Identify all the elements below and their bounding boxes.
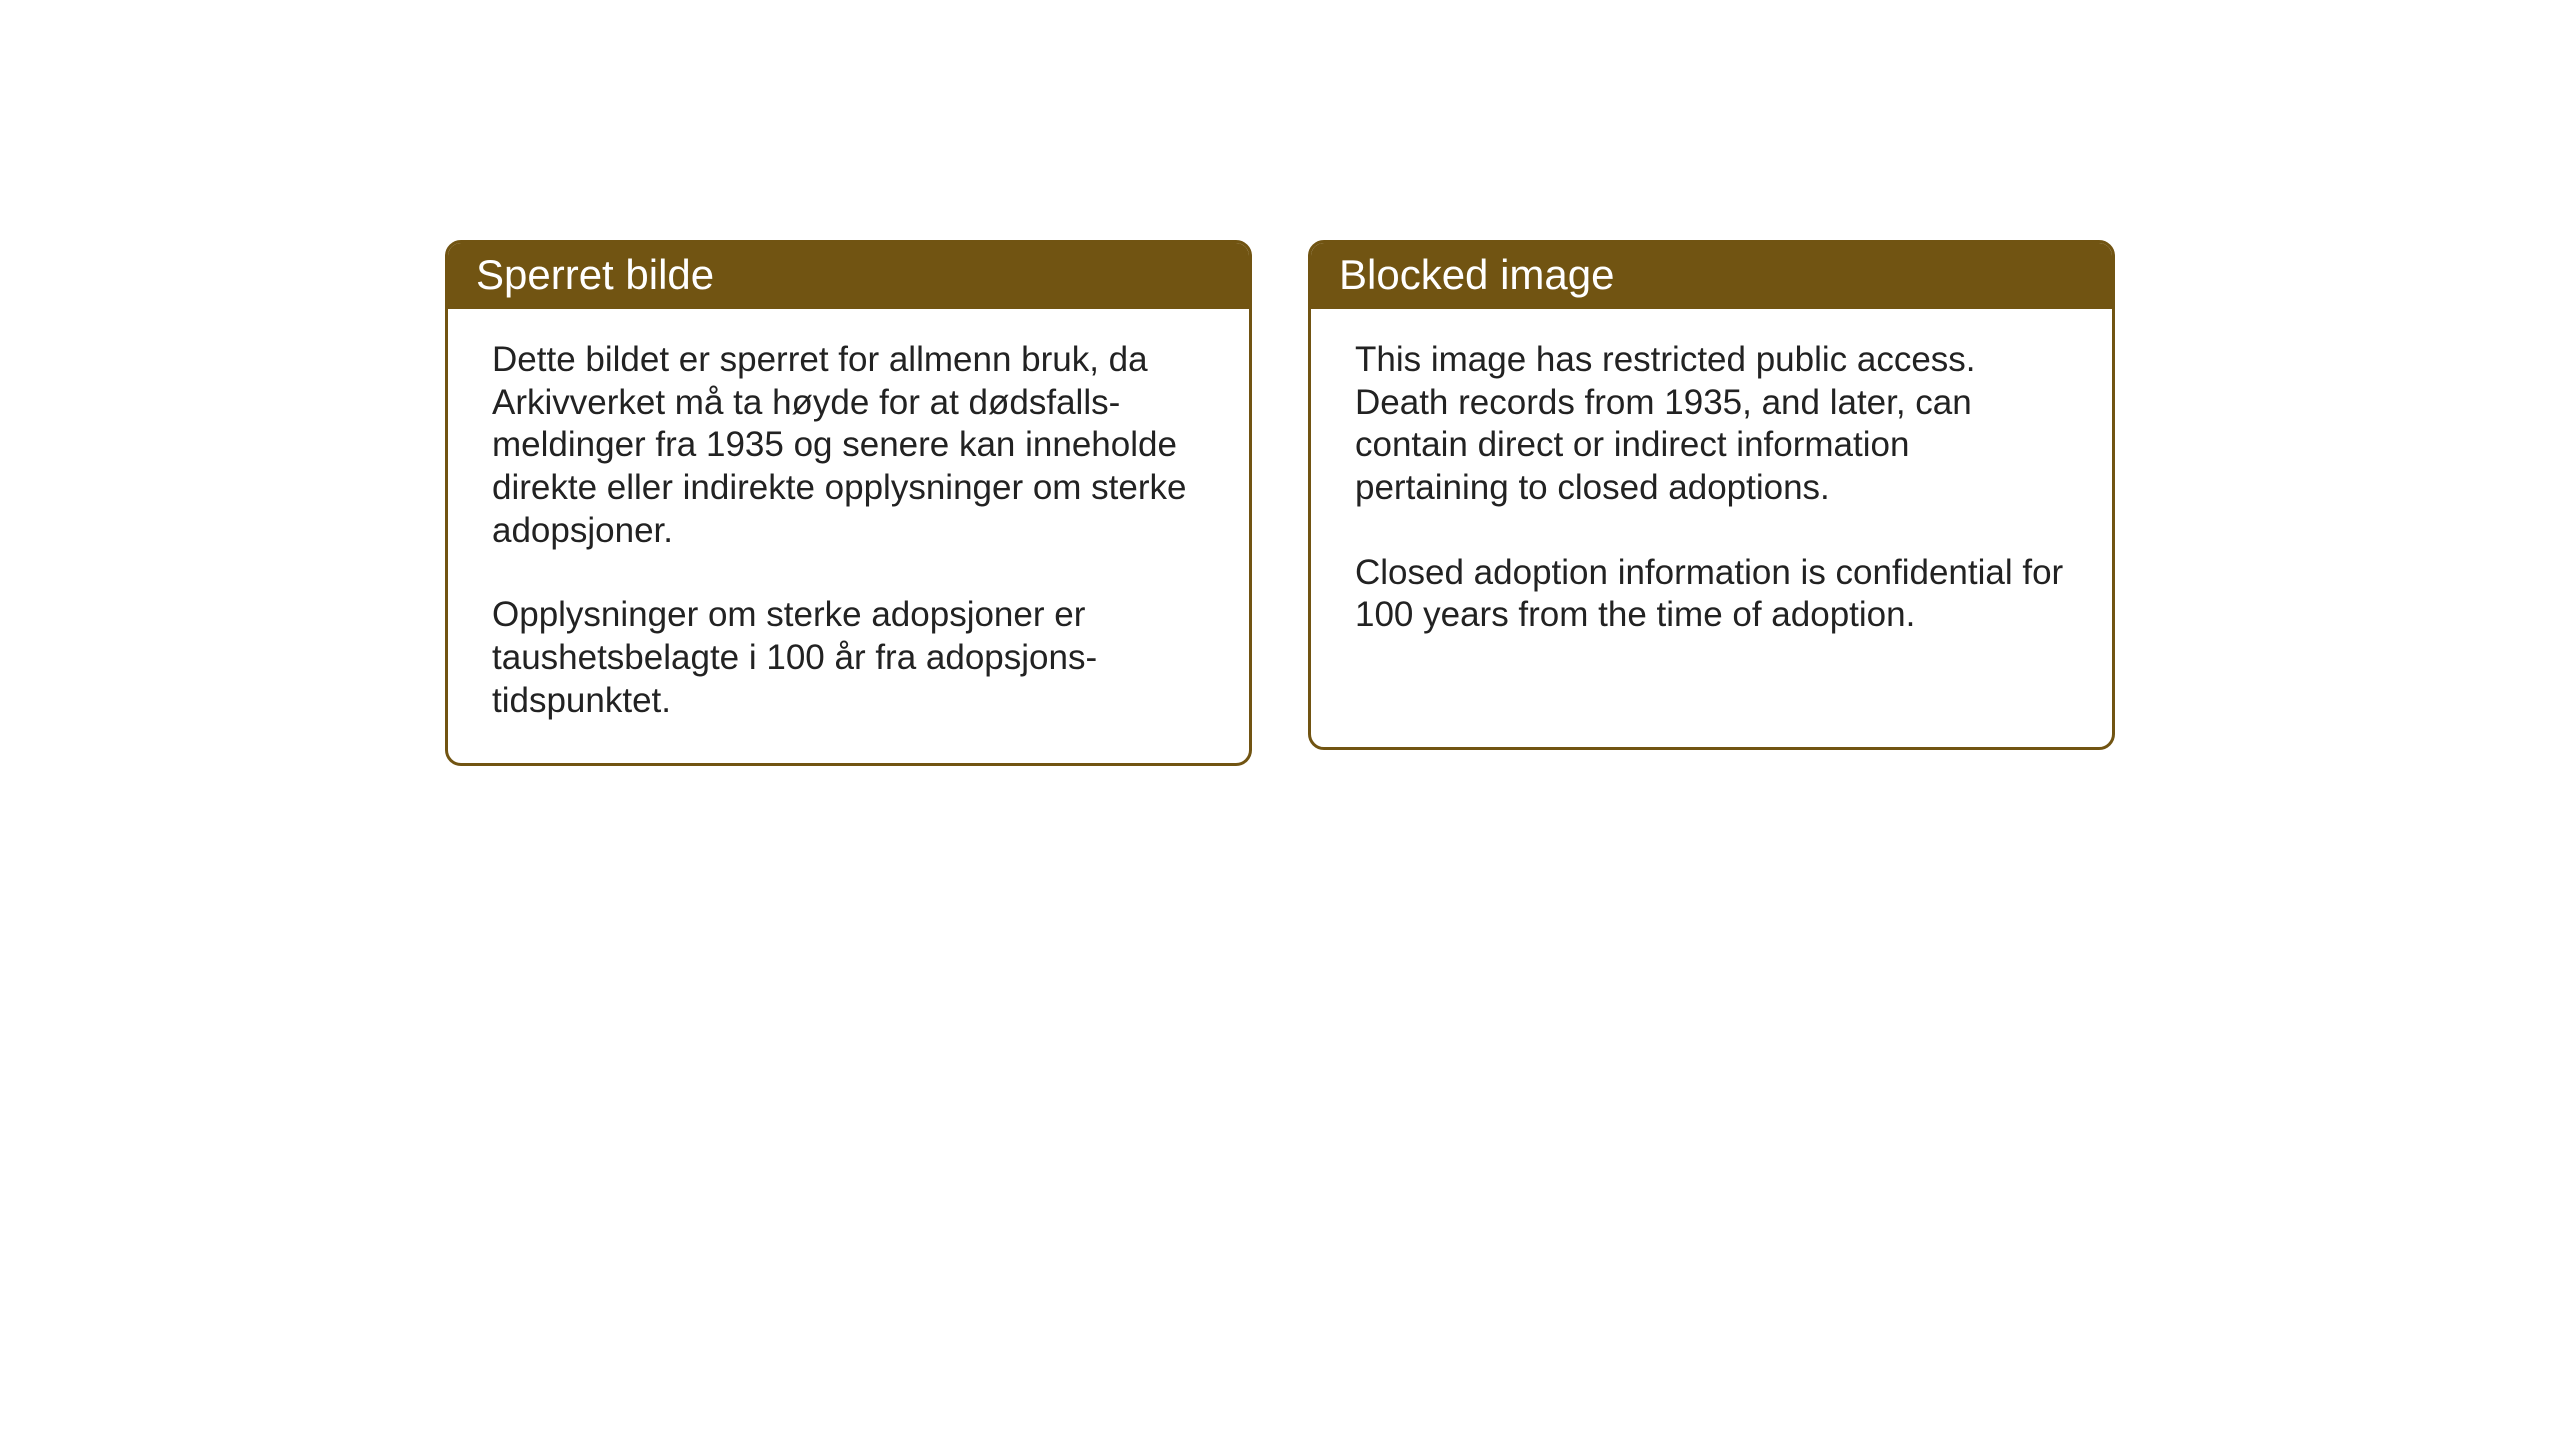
notice-container: Sperret bilde Dette bildet er sperret fo… xyxy=(0,0,2560,766)
card-paragraph: Opplysninger om sterke adopsjoner er tau… xyxy=(492,594,1205,722)
notice-card-english: Blocked image This image has restricted … xyxy=(1308,240,2115,750)
card-body-english: This image has restricted public access.… xyxy=(1311,309,2112,677)
card-title-norwegian: Sperret bilde xyxy=(448,243,1249,309)
notice-card-norwegian: Sperret bilde Dette bildet er sperret fo… xyxy=(445,240,1252,766)
card-body-norwegian: Dette bildet er sperret for allmenn bruk… xyxy=(448,309,1249,763)
card-title-english: Blocked image xyxy=(1311,243,2112,309)
card-paragraph: Closed adoption information is confident… xyxy=(1355,552,2068,637)
card-paragraph: This image has restricted public access.… xyxy=(1355,339,2068,510)
card-paragraph: Dette bildet er sperret for allmenn bruk… xyxy=(492,339,1205,552)
